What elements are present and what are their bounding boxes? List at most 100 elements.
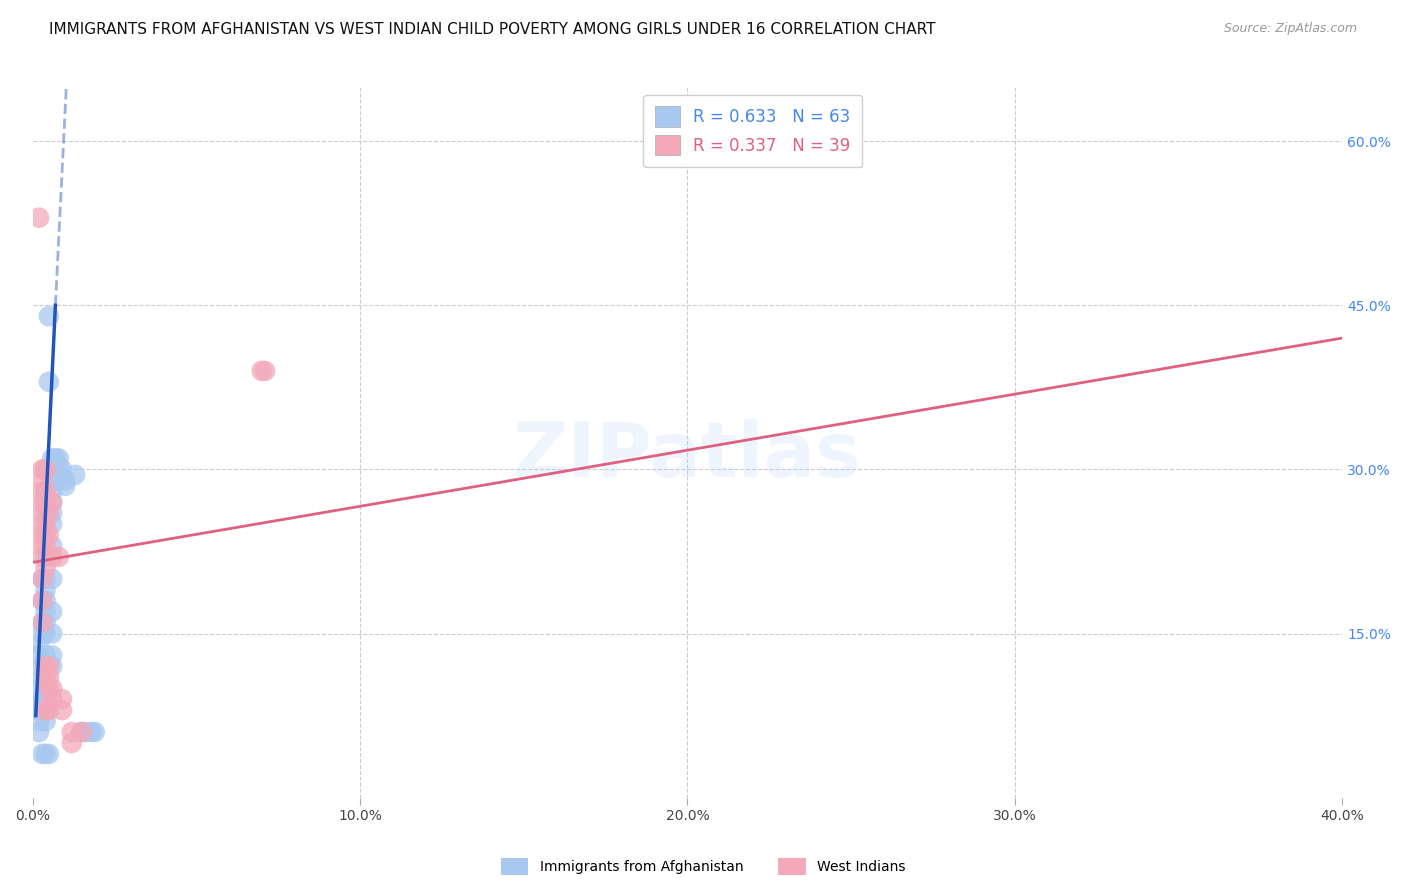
Point — [31, 626, 53, 640]
Point — [51, 462, 73, 476]
Point — [70, 725, 93, 739]
Text: ZIPatlas: ZIPatlas — [513, 419, 862, 493]
Point — [41, 495, 63, 509]
Point — [34, 528, 56, 542]
Point — [44, 473, 66, 487]
Point — [31, 495, 53, 509]
Point — [31, 473, 53, 487]
Point — [31, 692, 53, 706]
Point — [38, 309, 60, 323]
Point — [31, 593, 53, 607]
Point — [31, 484, 53, 499]
Point — [34, 582, 56, 597]
Point — [28, 725, 51, 739]
Point — [48, 462, 70, 476]
Point — [41, 626, 63, 640]
Point — [34, 615, 56, 630]
Point — [38, 670, 60, 684]
Point — [48, 549, 70, 564]
Point — [38, 703, 60, 717]
Point — [60, 736, 83, 750]
Point — [34, 692, 56, 706]
Legend: R = 0.633   N = 63, R = 0.337   N = 39: R = 0.633 N = 63, R = 0.337 N = 39 — [644, 95, 862, 167]
Point — [31, 517, 53, 532]
Point — [34, 605, 56, 619]
Point — [31, 703, 53, 717]
Point — [34, 495, 56, 509]
Point — [41, 605, 63, 619]
Point — [34, 681, 56, 696]
Point — [51, 692, 73, 706]
Point — [41, 572, 63, 586]
Point — [31, 593, 53, 607]
Point — [53, 473, 76, 487]
Point — [34, 462, 56, 476]
Point — [34, 561, 56, 575]
Point — [38, 528, 60, 542]
Point — [38, 659, 60, 673]
Text: Source: ZipAtlas.com: Source: ZipAtlas.com — [1223, 22, 1357, 36]
Point — [34, 703, 56, 717]
Point — [31, 747, 53, 761]
Point — [31, 528, 53, 542]
Point — [41, 648, 63, 663]
Point — [34, 659, 56, 673]
Point — [28, 692, 51, 706]
Point — [28, 637, 51, 651]
Point — [41, 484, 63, 499]
Point — [38, 506, 60, 520]
Point — [31, 670, 53, 684]
Point — [34, 484, 56, 499]
Point — [31, 572, 53, 586]
Point — [34, 484, 56, 499]
Point — [28, 648, 51, 663]
Point — [31, 615, 53, 630]
Point — [28, 681, 51, 696]
Point — [28, 714, 51, 728]
Point — [28, 659, 51, 673]
Point — [31, 462, 53, 476]
Point — [34, 528, 56, 542]
Point — [34, 462, 56, 476]
Point — [34, 714, 56, 728]
Point — [31, 572, 53, 586]
Point — [83, 725, 105, 739]
Point — [41, 549, 63, 564]
Point — [41, 539, 63, 553]
Point — [34, 549, 56, 564]
Point — [41, 681, 63, 696]
Point — [34, 495, 56, 509]
Point — [60, 725, 83, 739]
Point — [34, 626, 56, 640]
Point — [41, 517, 63, 532]
Point — [34, 572, 56, 586]
Point — [53, 479, 76, 493]
Point — [250, 364, 273, 378]
Point — [31, 549, 53, 564]
Point — [34, 670, 56, 684]
Point — [41, 473, 63, 487]
Legend: Immigrants from Afghanistan, West Indians: Immigrants from Afghanistan, West Indian… — [495, 853, 911, 880]
Point — [34, 648, 56, 663]
Point — [44, 462, 66, 476]
Point — [41, 659, 63, 673]
Point — [63, 467, 86, 482]
Point — [73, 725, 96, 739]
Point — [80, 725, 103, 739]
Point — [48, 451, 70, 466]
Point — [34, 659, 56, 673]
Point — [38, 375, 60, 389]
Point — [38, 681, 60, 696]
Point — [41, 692, 63, 706]
Point — [34, 703, 56, 717]
Text: IMMIGRANTS FROM AFGHANISTAN VS WEST INDIAN CHILD POVERTY AMONG GIRLS UNDER 16 CO: IMMIGRANTS FROM AFGHANISTAN VS WEST INDI… — [49, 22, 936, 37]
Point — [253, 364, 276, 378]
Point — [44, 451, 66, 466]
Point — [31, 506, 53, 520]
Point — [34, 506, 56, 520]
Point — [34, 539, 56, 553]
Point — [70, 725, 93, 739]
Point — [34, 517, 56, 532]
Point — [34, 747, 56, 761]
Point — [38, 747, 60, 761]
